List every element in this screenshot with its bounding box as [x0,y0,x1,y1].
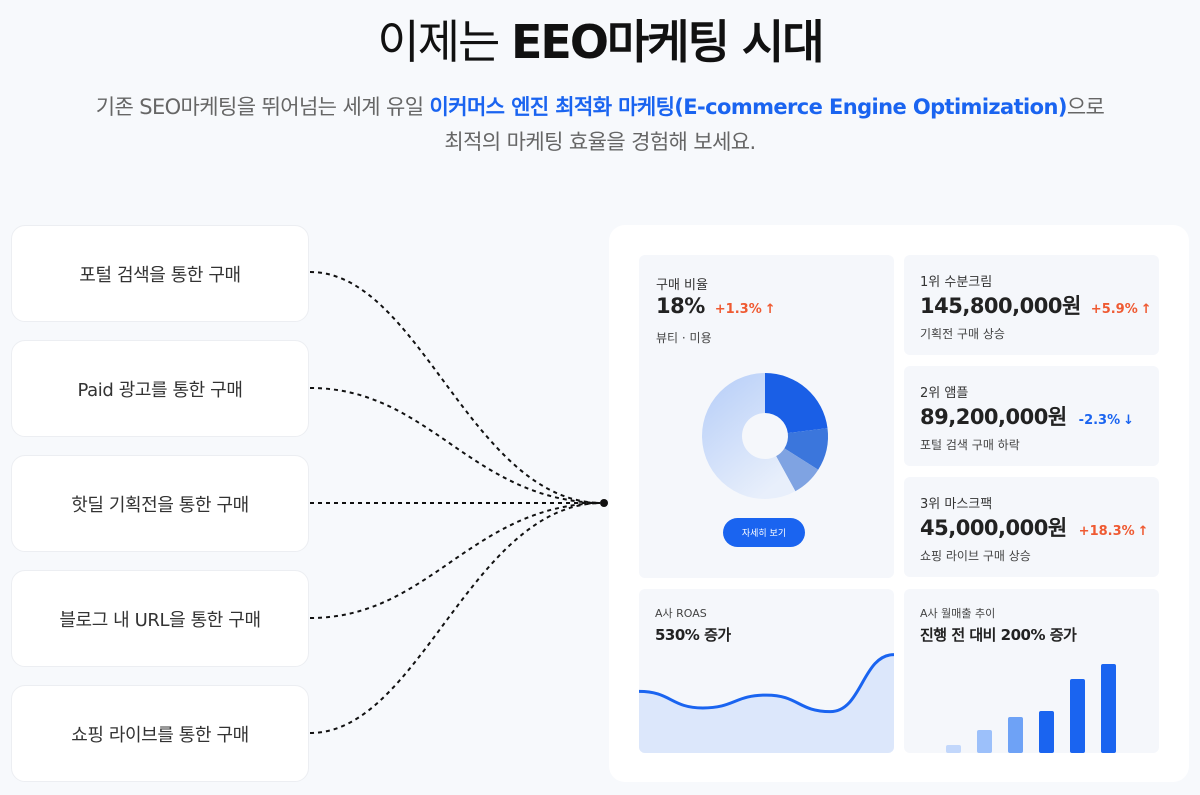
channel-card-paid: Paid 광고를 통한 구매 [11,340,309,437]
connector-node [600,499,608,507]
ranking-1-label: 1위 수분크림 [920,275,993,290]
ranking-3-label: 3위 마스크팩 [920,497,993,512]
monthly-bar-4 [1039,711,1054,753]
donut-slice-3 [776,448,819,492]
purchase-ratio-card: 구매 비율 18% +1.3% ↑ 뷰티 · 미용 자세히 보기 [639,255,894,578]
ranking-3-change: +18.3% [1078,524,1135,539]
roas-area-fill [639,654,894,753]
monthly-value: 진행 전 대비 200% 증가 [920,626,1077,644]
subtitle-line-2: 최적의 마케팅 효율을 경험해 보세요. [444,130,756,154]
ranking-card-2: 2위 앰플 89,200,000원 -2.3% ↓ 포털 검색 구매 하락 [904,366,1159,466]
connector-line-5 [309,502,601,734]
monthly-bar-2 [977,730,992,753]
roas-label: A사 ROAS [655,607,707,620]
purchase-ratio-label: 구매 비율 [656,278,708,293]
roas-card: A사 ROAS 530% 증가 [639,589,894,753]
connector-line-4 [309,502,601,619]
arrow-up-icon: ↑ [1140,302,1152,317]
purchase-ratio-category: 뷰티 · 미용 [656,331,712,345]
title-light: 이제는 [377,15,500,69]
ranking-2-label: 2위 앰플 [920,386,969,401]
ranking-1-note: 기획전 구매 상승 [920,327,1005,341]
monthly-bar-1 [946,745,961,753]
subtitle-pre: 기존 SEO마케팅을 뛰어넘는 세계 유일 [95,95,424,119]
connector-lines [309,271,608,734]
monthly-bar-3 [1008,717,1023,753]
subtitle-line-1: 기존 SEO마케팅을 뛰어넘는 세계 유일 이커머스 엔진 최적화 마케팅(E-… [0,90,1200,125]
ranking-2-note: 포털 검색 구매 하락 [920,438,1020,452]
channel-card-hotdeal: 핫딜 기획전을 통한 구매 [11,455,309,552]
channel-card-blog: 블로그 내 URL을 통한 구매 [11,570,309,667]
channel-card-live: 쇼핑 라이브를 통한 구매 [11,685,309,782]
title-bold: EEO마케팅 시대 [511,15,825,69]
monthly-card: A사 월매출 추이 진행 전 대비 200% 증가 [904,589,1159,753]
monthly-bar-chart [946,664,1116,753]
subtitle-post: 으로 [1066,95,1105,119]
donut-chart [702,373,828,499]
ranking-3-amount: 45,000,000원 [920,516,1067,540]
arrow-up-icon: ↑ [764,302,776,317]
connector-line-2 [309,387,601,504]
ranking-1-amount: 145,800,000원 [920,294,1081,318]
ranking-2-amount: 89,200,000원 [920,405,1067,429]
monthly-bar-6 [1101,664,1116,753]
subtitle-highlight: 이커머스 엔진 최적화 마케팅(E-commerce Engine Optimi… [429,95,1068,119]
page-title: 이제는 EEO마케팅 시대 [0,6,1200,72]
view-details-button[interactable]: 자세히 보기 [723,518,805,547]
ranking-2-change: -2.3% [1078,413,1121,428]
roas-value: 530% 증가 [655,626,731,644]
ranking-1-change: +5.9% [1090,302,1138,317]
purchase-ratio-value: 18% [656,294,705,318]
donut-slice-1 [765,373,828,434]
roas-area-chart [639,653,894,753]
dashboard-panel: 구매 비율 18% +1.3% ↑ 뷰티 · 미용 자세히 보기 1위 수분크림… [609,225,1189,782]
roas-line [639,653,894,714]
donut-slice-4 [702,373,796,499]
channel-card-portal: 포털 검색을 통한 구매 [11,225,309,322]
monthly-bar-5 [1070,679,1085,753]
arrow-up-icon: ↑ [1137,524,1149,539]
ranking-card-3: 3위 마스크팩 45,000,000원 +18.3% ↑ 쇼핑 라이브 구매 상… [904,477,1159,577]
ranking-card-1: 1위 수분크림 145,800,000원 +5.9% ↑ 기획전 구매 상승 [904,255,1159,355]
monthly-label: A사 월매출 추이 [920,607,996,620]
page-subtitle: 기존 SEO마케팅을 뛰어넘는 세계 유일 이커머스 엔진 최적화 마케팅(E-… [0,90,1200,160]
arrow-down-icon: ↓ [1123,413,1135,428]
connector-line-1 [309,271,601,504]
donut-slice-2 [784,428,828,470]
purchase-ratio-change: +1.3% [714,302,762,317]
ranking-3-note: 쇼핑 라이브 구매 상승 [920,549,1031,563]
